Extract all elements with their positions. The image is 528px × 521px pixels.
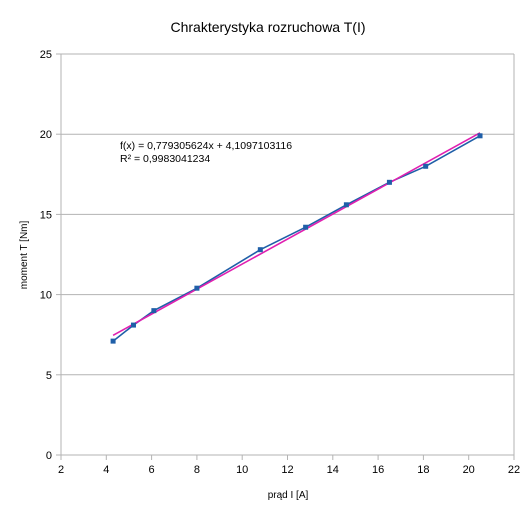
data-point [110, 338, 116, 344]
data-point [194, 285, 200, 291]
y-tick-label: 10 [40, 290, 52, 302]
axes [56, 53, 515, 460]
data-point [151, 308, 157, 314]
trendline [112, 132, 481, 337]
y-tick-label: 20 [40, 129, 52, 141]
y-axis-label: moment T [Nm] [19, 221, 30, 290]
r-squared-label: R² = 0,9983041234 [120, 153, 210, 165]
trendline-equation: f(x) = 0,779305624x + 4,1097103116 [120, 140, 292, 152]
x-tick-label: 18 [417, 464, 429, 476]
x-tick-label: 6 [149, 464, 155, 476]
x-tick-label: 20 [463, 464, 475, 476]
data-point [130, 322, 136, 328]
x-tick-label: 8 [194, 464, 200, 476]
x-tick-label: 16 [372, 464, 384, 476]
y-tick-label: 15 [40, 209, 52, 221]
x-tick-label: 12 [281, 464, 293, 476]
x-tick-label: 22 [508, 464, 520, 476]
data-point [343, 202, 349, 208]
x-tick-label: 14 [327, 464, 339, 476]
tick-labels: 0 5 10 15 20 25 2 4 6 8 10 12 14 16 18 20 22 [40, 49, 520, 476]
data-point [257, 247, 263, 253]
markers [110, 133, 483, 344]
data-point [477, 133, 483, 139]
data-point [303, 224, 309, 230]
y-tick-label: 25 [40, 49, 52, 61]
x-tick-label: 10 [236, 464, 248, 476]
x-axis-label: prąd I [A] [268, 490, 309, 501]
trendline-layer [112, 132, 481, 337]
y-tick-label: 0 [46, 450, 52, 462]
y-tick-label: 5 [46, 370, 52, 382]
data-point [423, 163, 429, 169]
x-tick-label: 4 [103, 464, 109, 476]
chart-title: Chrakterystyka rozruchowa T(I) [170, 19, 365, 35]
x-tick-label: 2 [58, 464, 64, 476]
grid-lines [61, 53, 514, 456]
data-point [386, 179, 392, 185]
